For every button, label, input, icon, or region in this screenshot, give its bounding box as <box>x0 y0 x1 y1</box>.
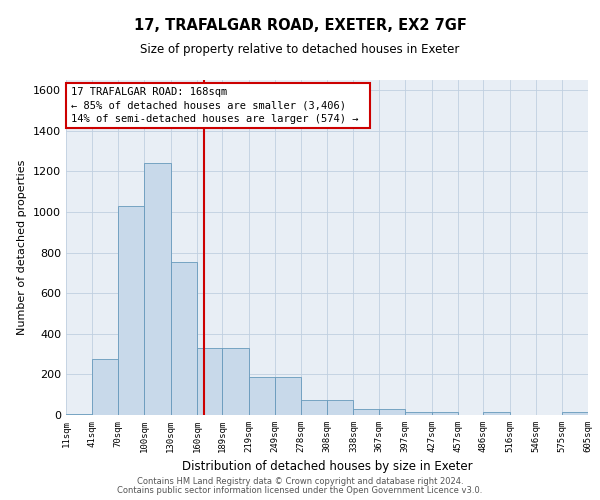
FancyBboxPatch shape <box>66 83 370 128</box>
Bar <box>405 412 431 415</box>
Bar <box>353 409 379 415</box>
Text: 17, TRAFALGAR ROAD, EXETER, EX2 7GF: 17, TRAFALGAR ROAD, EXETER, EX2 7GF <box>134 18 466 32</box>
Text: 17 TRAFALGAR ROAD: 168sqm: 17 TRAFALGAR ROAD: 168sqm <box>71 86 227 97</box>
Text: Contains HM Land Registry data © Crown copyright and database right 2024.: Contains HM Land Registry data © Crown c… <box>137 477 463 486</box>
Text: Contains public sector information licensed under the Open Government Licence v3: Contains public sector information licen… <box>118 486 482 495</box>
Text: ← 85% of detached houses are smaller (3,406): ← 85% of detached houses are smaller (3,… <box>71 100 346 110</box>
Text: Size of property relative to detached houses in Exeter: Size of property relative to detached ho… <box>140 42 460 56</box>
Bar <box>66 414 92 415</box>
Bar <box>223 348 249 415</box>
Bar <box>170 262 197 415</box>
Y-axis label: Number of detached properties: Number of detached properties <box>17 160 28 335</box>
Bar <box>144 163 170 415</box>
Bar <box>484 412 510 415</box>
Bar <box>249 378 275 415</box>
Bar <box>562 412 588 415</box>
Bar <box>379 409 405 415</box>
Text: 14% of semi-detached houses are larger (574) →: 14% of semi-detached houses are larger (… <box>71 114 359 124</box>
X-axis label: Distribution of detached houses by size in Exeter: Distribution of detached houses by size … <box>182 460 472 473</box>
Bar <box>118 206 144 415</box>
Bar <box>92 359 118 415</box>
Bar <box>431 412 458 415</box>
Bar <box>327 400 353 415</box>
Bar <box>197 348 223 415</box>
Bar <box>275 378 301 415</box>
Bar <box>301 400 327 415</box>
